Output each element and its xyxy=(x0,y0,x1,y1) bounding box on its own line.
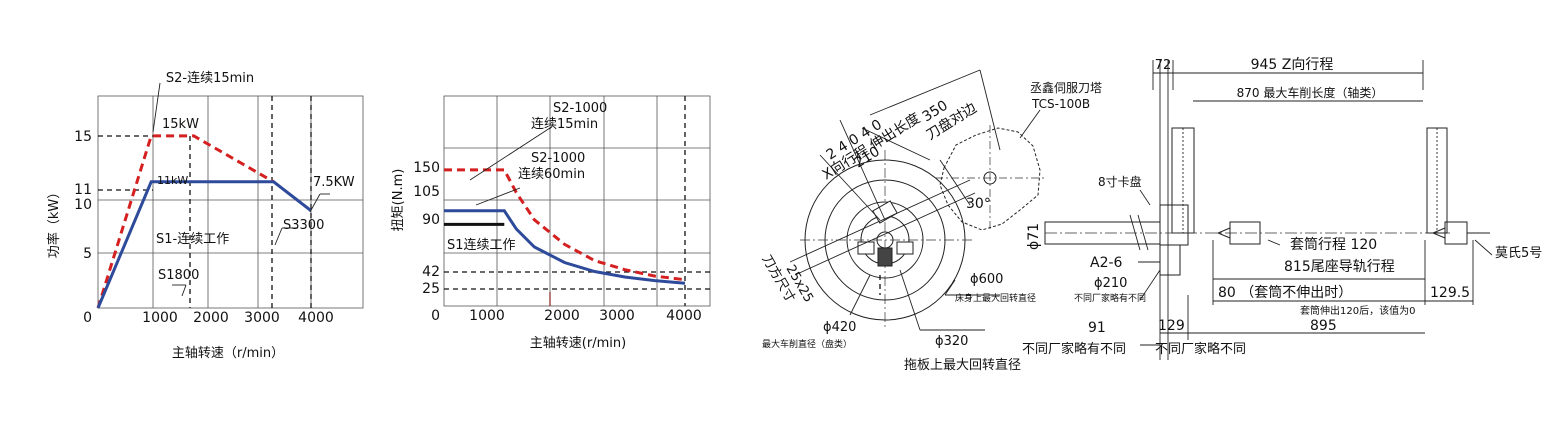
dia-210: ϕ210 xyxy=(1094,276,1127,291)
power-s2-series xyxy=(96,134,275,309)
turret-disk xyxy=(939,127,1041,231)
torque-xtick: 3000 xyxy=(599,308,635,324)
power-xtick: 1000 xyxy=(142,310,178,326)
dim-129-5: 129.5 xyxy=(1430,285,1470,301)
torque-xtick: 1000 xyxy=(469,308,505,324)
angle-30: 30° xyxy=(966,196,991,212)
dia-420: ϕ420 xyxy=(823,320,856,335)
diff-note-2: 不同厂家略不同 xyxy=(1155,341,1246,357)
torque-xlabel: 主轴转速(r/min) xyxy=(530,336,626,351)
torque-ytick: 0 xyxy=(431,308,440,324)
diff-note-1: 不同厂家略有不同 xyxy=(1022,341,1126,357)
quill-note: 套筒伸出120后，该值为0 xyxy=(1300,304,1415,317)
power-s1-label: S1-连续工作 xyxy=(156,231,229,247)
power-ytick: 15 xyxy=(74,129,92,145)
torque-ytick: 150 xyxy=(413,160,440,176)
torque-ytick: 90 xyxy=(422,212,440,228)
chuck-body xyxy=(1159,204,1189,246)
power-7-5kw-label: 7.5KW xyxy=(313,175,355,190)
z-travel: 945 Z向行程 xyxy=(1251,57,1334,73)
max-turn-length: 870 最大车削长度（轴类） xyxy=(1237,85,1384,100)
quill-travel: 套筒行程 120 xyxy=(1290,236,1377,253)
torque-s1-series xyxy=(444,209,686,285)
power-s2-label: S2-连续15min xyxy=(166,70,254,86)
torque-ylabel: 扭矩(N.m) xyxy=(391,169,406,232)
dim-91: 91 xyxy=(1088,320,1106,336)
power-s1-series xyxy=(96,180,312,309)
dim-129: 129 xyxy=(1158,318,1185,334)
torque-chart: 150 105 90 42 25 0 1000 2000 3000 4000 S… xyxy=(391,95,711,351)
torque-s2-1000b-label: S2-1000 xyxy=(531,151,585,166)
dia-600: ϕ600 xyxy=(970,272,1003,287)
power-xtick: 2000 xyxy=(193,310,229,326)
turret-brand: 丞鑫伺服刀塔 xyxy=(1030,80,1102,95)
turret-model: TCS-100B xyxy=(1031,97,1090,111)
bed-swing-label: 床身上最大回转直径 xyxy=(955,292,1036,304)
torque-xtick: 4000 xyxy=(666,308,702,324)
a2-6: A2-6 xyxy=(1090,255,1123,271)
power-xtick: 4000 xyxy=(298,310,334,326)
torque-ytick: 105 xyxy=(413,184,440,200)
dim-895: 895 xyxy=(1310,318,1337,334)
power-s3300-label: S3300 xyxy=(283,218,324,233)
power-chart-frame xyxy=(97,95,364,309)
torque-s2-1000-label: S2-1000 xyxy=(553,101,607,116)
morse-taper: 莫氏5号 xyxy=(1495,246,1542,261)
power-chart: 15 11 10 5 0 1000 2000 3000 4000 S2-连续15… xyxy=(46,70,364,361)
torque-chart-frame xyxy=(443,95,711,307)
power-ytick: 0 xyxy=(83,310,92,326)
diff-small-note: 不同厂家略有不同 xyxy=(1074,292,1146,304)
dia-320: ϕ320 xyxy=(935,334,968,349)
torque-ytick: 42 xyxy=(422,264,440,280)
slide-swing-label: 拖板上最大回转直径 xyxy=(904,358,1021,373)
power-ylabel: 功率（kW） xyxy=(46,186,62,258)
torque-s2-15-series xyxy=(444,168,686,282)
power-s1800-label: S1800 xyxy=(158,268,199,283)
dia-71: ϕ71 xyxy=(1026,223,1042,250)
dim-72: 72 xyxy=(1155,58,1172,73)
chuck-8in: 8寸卡盘 xyxy=(1098,174,1142,189)
power-11kw-label: 11kW xyxy=(157,174,188,187)
power-xlabel: 主轴转速（r/min） xyxy=(172,346,284,361)
power-xtick: 3000 xyxy=(244,310,280,326)
torque-s2-60-label: 连续60min xyxy=(518,166,585,182)
power-ytick: 5 xyxy=(83,246,92,262)
torque-s1-label: S1连续工作 xyxy=(447,237,516,253)
torque-ytick: 25 xyxy=(422,281,440,297)
side-view: 72 945 Z向行程 870 最大车削长度（轴类） xyxy=(1022,57,1542,360)
torque-s2-15-label: 连续15min xyxy=(531,116,598,132)
power-ytick: 10 xyxy=(74,197,92,213)
tail-rail: 815尾座导轨行程 xyxy=(1284,259,1395,275)
power-ytick: 11 xyxy=(74,182,92,198)
max-turn-dia-label: 最大车削直径（盘类） xyxy=(762,338,852,350)
power-15kw-label: 15kW xyxy=(162,117,199,132)
torque-xtick: 2000 xyxy=(544,308,580,324)
dim-80: 80 （套筒不伸出时） xyxy=(1218,284,1352,301)
